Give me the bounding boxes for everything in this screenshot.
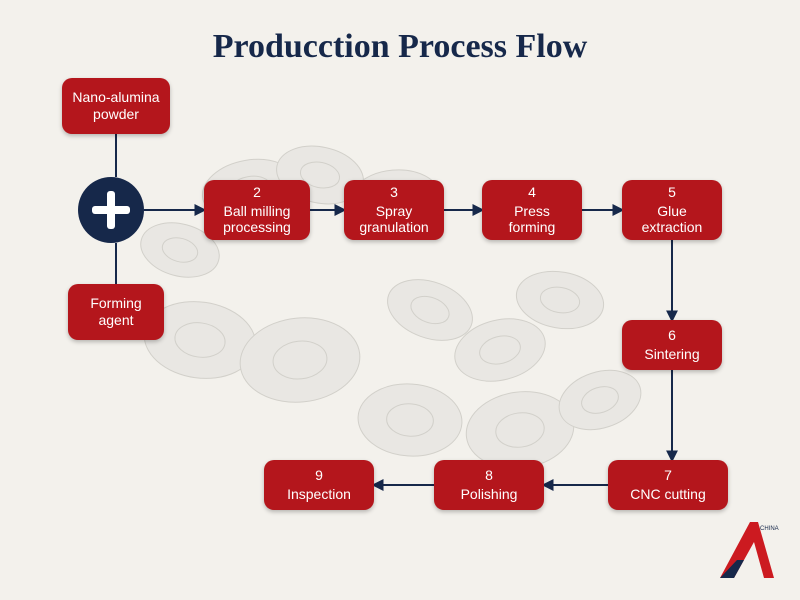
flow-node-n-8: 8 Polishing xyxy=(434,460,544,510)
node-number: 3 xyxy=(390,184,398,201)
node-number: 7 xyxy=(664,467,672,484)
node-label: Ball millingprocessing xyxy=(223,203,291,237)
flow-node-n-7: 7 CNC cutting xyxy=(608,460,728,510)
flow-node-n-4: 4 Pressforming xyxy=(482,180,582,240)
node-number: 4 xyxy=(528,184,536,201)
node-label: Pressforming xyxy=(509,203,556,237)
plus-icon-v xyxy=(107,191,115,229)
node-number: 2 xyxy=(253,184,261,201)
node-label: Glueextraction xyxy=(642,203,703,237)
logo-text: CHINA xyxy=(760,526,779,532)
node-label: Inspection xyxy=(287,486,351,503)
node-label: Spraygranulation xyxy=(359,203,428,237)
node-number: 6 xyxy=(668,327,676,344)
flow-node-n-agent: Formingagent xyxy=(68,284,164,340)
flow-node-n-9: 9 Inspection xyxy=(264,460,374,510)
flow-node-n-3: 3 Spraygranulation xyxy=(344,180,444,240)
node-number: 5 xyxy=(668,184,676,201)
flow-node-n-powder: Nano-aluminapowder xyxy=(62,78,170,134)
node-number: 9 xyxy=(315,467,323,484)
flow-node-n-6: 6 Sintering xyxy=(622,320,722,370)
node-label: CNC cutting xyxy=(630,486,705,503)
flow-node-n-5: 5 Glueextraction xyxy=(622,180,722,240)
node-label: Sintering xyxy=(644,346,699,363)
node-label: Formingagent xyxy=(90,295,141,329)
node-number: 8 xyxy=(485,467,493,484)
flow-canvas: Nano-aluminapowder Formingagent 2 Ball mill… xyxy=(0,0,800,600)
brand-logo: CHINA xyxy=(712,516,782,586)
flow-node-n-2: 2 Ball millingprocessing xyxy=(204,180,310,240)
node-label: Nano-aluminapowder xyxy=(72,89,159,123)
node-label: Polishing xyxy=(461,486,518,503)
plus-merge-node xyxy=(78,177,144,243)
